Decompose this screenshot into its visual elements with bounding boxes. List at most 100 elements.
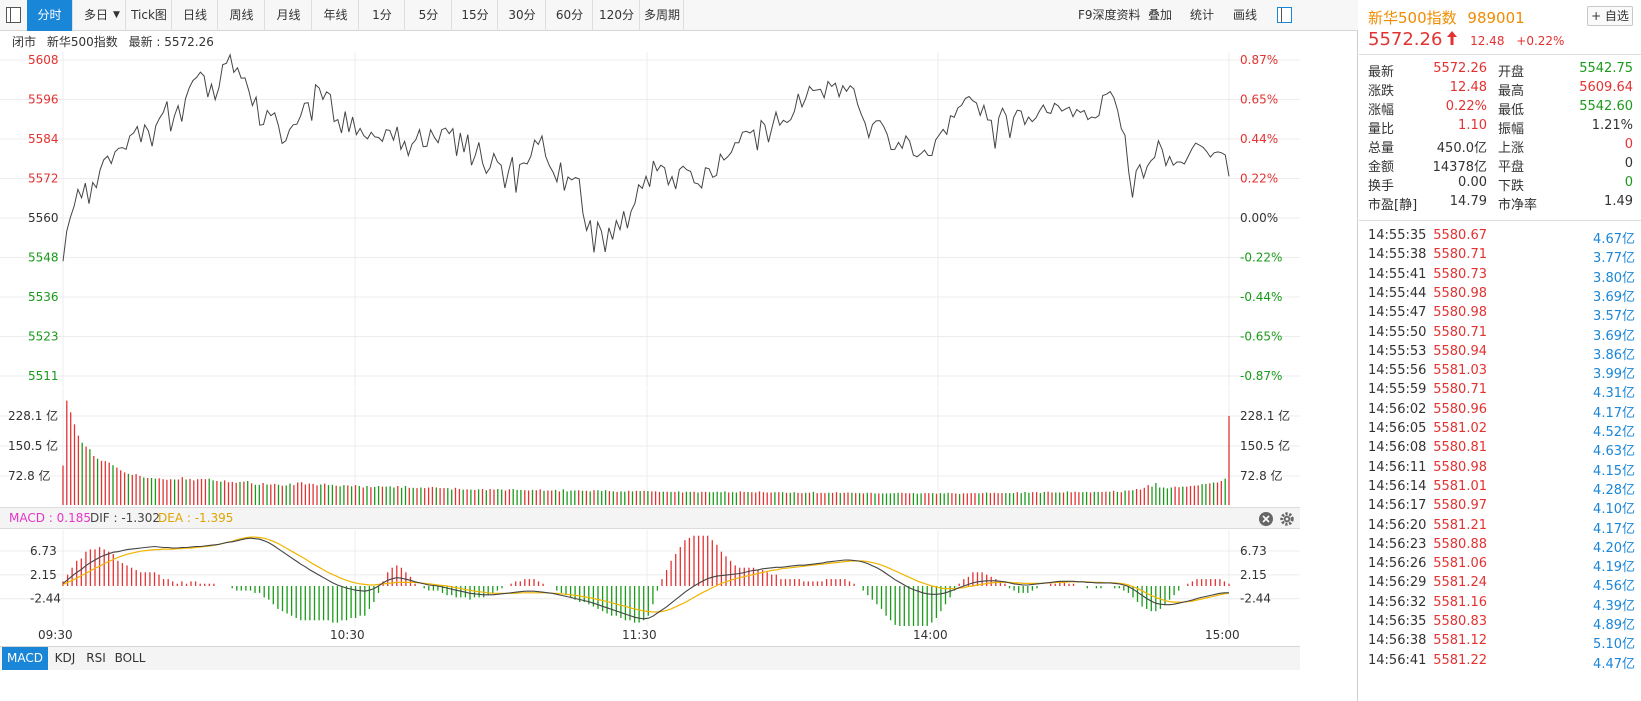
tick-time: 14:55:41: [1368, 266, 1427, 282]
tab-boll[interactable]: BOLL: [114, 651, 146, 665]
quote-label: 涨幅: [1368, 103, 1395, 118]
tab-3[interactable]: 日线: [173, 0, 218, 31]
price-tick-label: 5536: [28, 290, 59, 304]
pct-tick-label: -0.65%: [1240, 330, 1282, 344]
quote-value: 1.10: [1458, 118, 1487, 133]
x-label-1030: 10:30: [330, 628, 365, 642]
time-axis: 09:30 10:30 11:30 14:00 15:00: [0, 626, 1300, 646]
quote-row: 最新 5572.26 开盘 5542.75: [1359, 61, 1641, 80]
quote-label: 涨跌: [1368, 84, 1395, 99]
tab-5[interactable]: 月线: [266, 0, 312, 31]
tick-amount: 3.77亿: [1593, 251, 1635, 267]
arrow-up-icon: [1447, 31, 1458, 45]
tab-10[interactable]: 30分: [499, 0, 546, 31]
macd-tick-label: 6.73: [30, 544, 57, 558]
close-icon[interactable]: [1258, 511, 1274, 527]
pct-tick-label: 0.65%: [1240, 93, 1278, 107]
volume-tick-label: 150.5 亿: [1240, 438, 1290, 453]
pct-tick-label: 0.44%: [1240, 132, 1278, 146]
quote-value: 14.79: [1449, 194, 1487, 209]
tab-13[interactable]: 多周期: [641, 0, 684, 31]
tick-price: 5580.67: [1433, 228, 1487, 243]
chevron-down-icon[interactable]: ▼: [113, 10, 120, 20]
tick-price: 5580.98: [1433, 459, 1487, 475]
tick-row: 14:56:05 5581.02 4.52亿: [1359, 421, 1641, 441]
tab-4[interactable]: 周线: [219, 0, 265, 31]
tick-row: 14:56:11 5580.98 4.15亿: [1359, 460, 1641, 480]
add-favorite-button[interactable]: + 自选: [1587, 6, 1633, 26]
tick-amount: 4.31亿: [1593, 386, 1635, 402]
tick-price: 5580.83: [1433, 614, 1487, 629]
quote-row: 市盈[静] 14.79 市净率 1.49: [1359, 194, 1641, 213]
tab-macd[interactable]: MACD: [2, 647, 48, 670]
tick-amount: 4.19亿: [1593, 560, 1635, 576]
tick-time: 14:56:20: [1368, 517, 1427, 533]
tick-time: 14:55:47: [1368, 305, 1427, 321]
tab-9[interactable]: 15分: [453, 0, 498, 31]
tick-amount: 4.17亿: [1593, 521, 1635, 537]
overlay-button[interactable]: 叠加: [1148, 8, 1173, 22]
tick-amount: 4.56亿: [1593, 579, 1635, 595]
dea-line: [62, 536, 1230, 613]
tab-1[interactable]: 多日: [74, 0, 126, 31]
tab-11[interactable]: 60分: [547, 0, 593, 31]
quote-row: 金额 14378亿 平盘 0: [1359, 156, 1641, 175]
tick-amount: 3.86亿: [1593, 347, 1635, 363]
tab-kdj[interactable]: KDJ: [54, 651, 76, 665]
panel-toggle-icon[interactable]: [1277, 7, 1292, 23]
tick-price: 5580.96: [1433, 401, 1487, 417]
gear-icon[interactable]: [1279, 511, 1295, 527]
tab-2[interactable]: Tick图: [127, 0, 172, 31]
tick-price: 5581.24: [1433, 575, 1487, 591]
tick-row: 14:55:59 5580.71 4.31亿: [1359, 382, 1641, 402]
chart-info-bar: 闭市 新华500指数 最新 : 5572.26: [12, 33, 221, 50]
market-status: 闭市: [12, 35, 37, 49]
tick-time: 14:56:17: [1368, 498, 1427, 514]
tick-amount: 4.39亿: [1593, 598, 1635, 614]
quote-value: 0: [1624, 175, 1633, 190]
quote-label: 市盈[静]: [1368, 198, 1418, 213]
quote-panel: 新华500指数 989001 + 自选 5572.26 12.48 +0.22%…: [1359, 0, 1641, 701]
tab-7[interactable]: 1分: [360, 0, 405, 31]
draw-line-button[interactable]: 画线: [1233, 8, 1258, 22]
sidebar-toggle-icon[interactable]: [6, 7, 21, 23]
quote-label: 量比: [1368, 122, 1395, 137]
price-tick-label: 5572: [28, 172, 59, 186]
pct-tick-label: 0.22%: [1240, 172, 1278, 186]
volume-tick-label: 228.1 亿: [8, 408, 58, 423]
macd-tick-label: -2.44: [1240, 592, 1271, 606]
quote-value: 12.48: [1449, 80, 1487, 95]
price-tick-label: 5608: [28, 53, 59, 67]
dea-value: DEA : -1.395: [158, 511, 234, 525]
quote-label: 金额: [1368, 160, 1395, 175]
tick-time: 14:56:23: [1368, 536, 1427, 552]
tick-time: 14:55:38: [1368, 247, 1427, 263]
f9-deep-data-button[interactable]: F9深度资料: [1078, 8, 1141, 22]
tick-price: 5580.81: [1433, 440, 1487, 456]
tick-time: 14:56:11: [1368, 459, 1427, 475]
quote-row: 涨跌 12.48 最高 5609.64: [1359, 80, 1641, 99]
tab-6[interactable]: 年线: [313, 0, 359, 31]
tick-amount: 4.28亿: [1593, 482, 1635, 498]
tab-rsi[interactable]: RSI: [86, 651, 106, 665]
tick-price: 5581.12: [1433, 633, 1487, 649]
quote-value: 450.0亿: [1436, 141, 1487, 156]
quote-value: 5609.64: [1579, 80, 1633, 95]
tab-8[interactable]: 5分: [406, 0, 452, 31]
tick-row: 14:55:50 5580.71 3.69亿: [1359, 325, 1641, 345]
tab-12[interactable]: 120分: [594, 0, 640, 31]
quote-value: 0.22%: [1445, 99, 1487, 114]
price-line: [62, 53, 1230, 262]
tab-0[interactable]: 分时: [27, 0, 73, 31]
quote-label: 换手: [1368, 179, 1395, 194]
period-toolbar: 分时 多日 ▼ Tick图 日线 周线 月线 年线 1分 5分 15分 30分 60分 120分 多周期 F…: [0, 0, 1358, 31]
index-name: 新华500指数: [46, 35, 118, 49]
quote-price: 5572.26: [1368, 29, 1443, 50]
statistics-button[interactable]: 统计: [1190, 8, 1215, 22]
tick-price: 5581.03: [1433, 363, 1487, 379]
tick-amount: 4.63亿: [1593, 444, 1635, 460]
quote-label: 最高: [1498, 84, 1525, 99]
quote-change: 12.48: [1470, 34, 1505, 48]
tick-amount: 3.69亿: [1593, 328, 1635, 344]
quote-value: 1.49: [1604, 194, 1633, 209]
